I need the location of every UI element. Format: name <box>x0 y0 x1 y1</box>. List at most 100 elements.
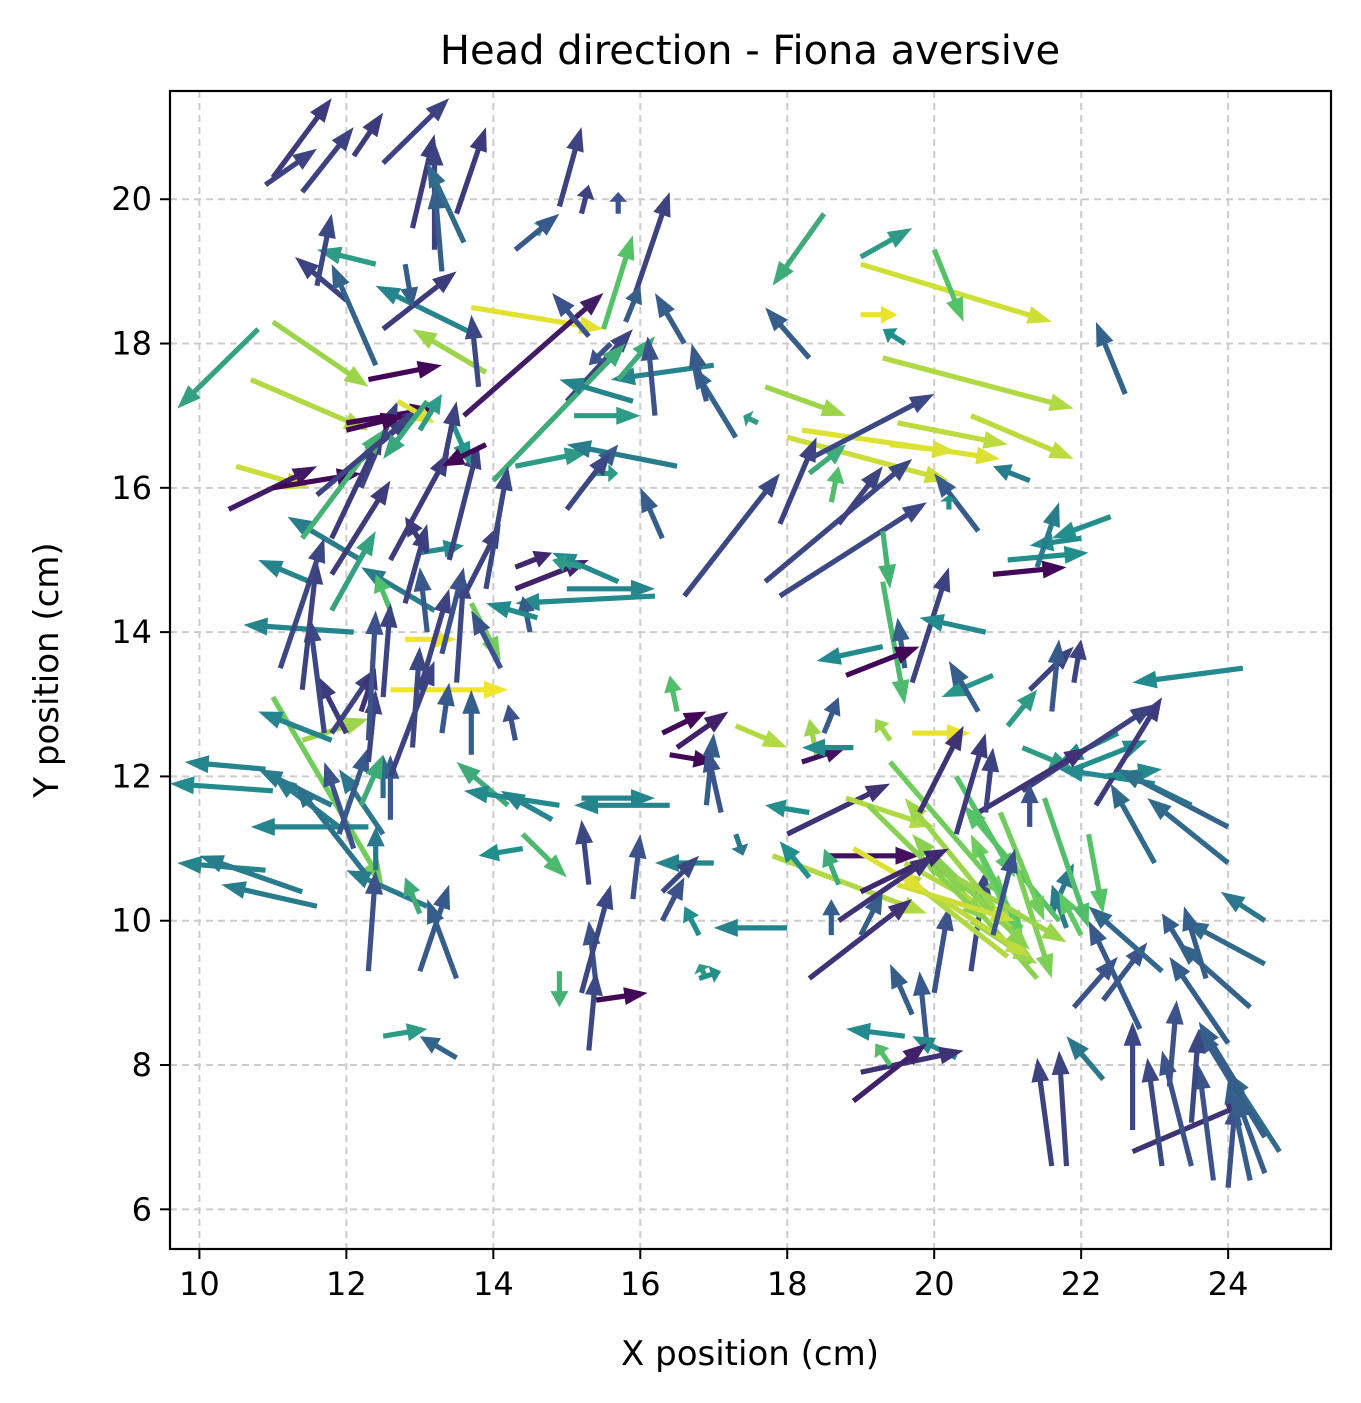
arrow <box>566 579 655 598</box>
arrow <box>675 711 729 750</box>
arrow <box>453 574 472 683</box>
arrow <box>824 846 920 865</box>
arrow <box>882 355 1074 411</box>
arrow <box>628 834 647 900</box>
arrow <box>609 192 628 214</box>
arrow <box>317 675 349 735</box>
arrow <box>836 466 883 526</box>
x-tick-label: 12 <box>326 1265 367 1303</box>
arrow <box>771 853 927 914</box>
arrow <box>858 891 883 937</box>
arrow-layer <box>170 98 1282 1188</box>
arrow <box>329 531 376 612</box>
arrow <box>294 256 348 303</box>
arrow <box>698 965 722 983</box>
arrow <box>221 881 318 909</box>
arrow <box>374 574 393 612</box>
arrow <box>462 689 481 755</box>
arrow <box>623 285 642 323</box>
arrow <box>1165 1000 1184 1087</box>
arrow <box>382 1023 428 1042</box>
arrow <box>941 673 994 698</box>
arrow <box>491 343 626 483</box>
arrow <box>258 711 333 743</box>
arrow <box>329 480 391 576</box>
arrow <box>303 617 327 734</box>
arrow <box>1235 1093 1268 1175</box>
y-tick-label: 18 <box>111 325 152 363</box>
arrow <box>1117 769 1193 808</box>
arrow <box>808 394 935 462</box>
arrow <box>772 212 827 286</box>
arrow <box>859 228 913 260</box>
arrow <box>765 307 812 360</box>
arrow <box>566 440 678 469</box>
arrow <box>559 377 634 404</box>
arrow <box>358 754 384 807</box>
arrow <box>878 530 896 589</box>
arrow <box>250 817 369 836</box>
grid <box>170 91 1331 1249</box>
arrow <box>596 464 619 483</box>
arrow <box>277 538 326 669</box>
arrow <box>826 466 845 503</box>
arrow <box>1071 956 1118 1009</box>
arrow <box>1005 689 1038 728</box>
arrow <box>743 410 759 427</box>
arrow <box>514 447 589 469</box>
arrow <box>969 413 1074 459</box>
y-tick-label: 6 <box>132 1190 152 1228</box>
arrow <box>184 755 266 774</box>
arrow <box>1042 797 1090 928</box>
arrow <box>1047 639 1066 712</box>
arrow <box>1066 1036 1106 1082</box>
arrow <box>375 285 480 339</box>
arrow <box>954 875 1067 943</box>
arrow <box>630 192 671 302</box>
arrow <box>329 430 384 540</box>
arrow <box>417 588 452 691</box>
x-tick-label: 22 <box>1061 1265 1102 1303</box>
arrow <box>1059 891 1084 937</box>
arrow <box>564 451 611 511</box>
arrow <box>889 440 957 459</box>
arrow <box>1051 514 1112 539</box>
arrow <box>417 394 442 432</box>
arrow <box>381 271 457 332</box>
arrow <box>576 184 595 215</box>
arrow <box>177 327 260 409</box>
arrow <box>1021 704 1155 793</box>
arrow <box>897 420 1008 449</box>
arrow <box>1132 665 1244 689</box>
arrow <box>1198 1021 1245 1096</box>
arrow <box>807 899 913 981</box>
arrow <box>336 747 370 835</box>
arrow <box>470 304 604 335</box>
arrow <box>595 987 648 1005</box>
arrow <box>249 377 369 431</box>
x-tick-label: 10 <box>179 1265 220 1303</box>
arrow <box>786 783 891 837</box>
arrow <box>807 444 846 476</box>
arrow <box>514 550 553 570</box>
arrow <box>345 412 406 433</box>
arrow <box>1101 942 1148 1002</box>
arrow <box>953 733 988 835</box>
arrow <box>419 1036 458 1060</box>
arrow <box>170 776 274 795</box>
arrow <box>880 581 910 705</box>
arrow <box>939 495 958 510</box>
arrow <box>552 554 583 572</box>
arrow <box>331 264 379 367</box>
arrow <box>731 833 749 856</box>
arrow <box>520 832 567 878</box>
arrow <box>640 336 659 416</box>
arrow <box>199 855 304 895</box>
arrow <box>366 826 385 871</box>
arrow <box>351 112 384 158</box>
x-tick-label: 18 <box>767 1265 808 1303</box>
y-tick-label: 14 <box>111 613 152 651</box>
y-tick-label: 20 <box>111 180 152 218</box>
arrow <box>575 819 594 885</box>
x-tick-label: 20 <box>914 1265 955 1303</box>
